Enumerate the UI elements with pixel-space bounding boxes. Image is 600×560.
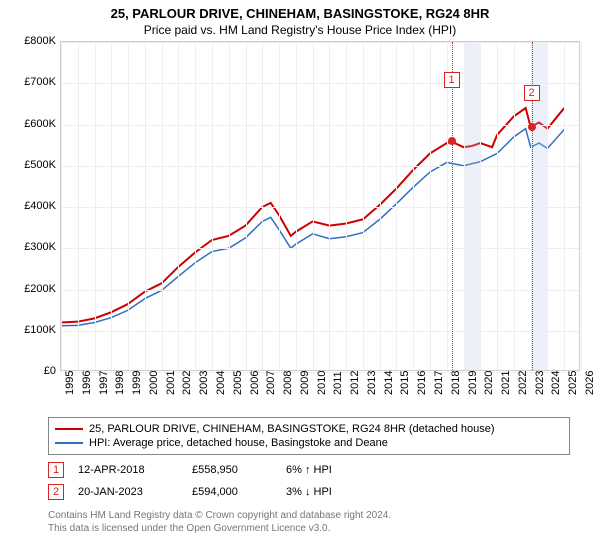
- marker-date: 12-APR-2018: [78, 464, 178, 476]
- legend-swatch: [55, 442, 83, 444]
- footer-line1: Contains HM Land Registry data © Crown c…: [48, 509, 570, 522]
- gridline-v: [296, 42, 297, 370]
- gridline-v: [430, 42, 431, 370]
- gridline-v: [329, 42, 330, 370]
- gridline-v: [246, 42, 247, 370]
- plot-region: 12: [60, 41, 580, 371]
- y-axis-label: £400K: [0, 200, 56, 212]
- gridline-h: [61, 42, 579, 43]
- marker-dot: [528, 123, 536, 131]
- gridline-v: [564, 42, 565, 370]
- y-axis-label: £100K: [0, 324, 56, 336]
- marker-pct: 6% ↑ HPI: [286, 464, 332, 476]
- gridline-v: [145, 42, 146, 370]
- marker-vline: [452, 42, 453, 370]
- gridline-v: [178, 42, 179, 370]
- gridline-v: [447, 42, 448, 370]
- footer-line2: This data is licensed under the Open Gov…: [48, 522, 570, 535]
- marker-pct: 3% ↓ HPI: [286, 486, 332, 498]
- gridline-v: [464, 42, 465, 370]
- gridline-v: [413, 42, 414, 370]
- gridline-v: [346, 42, 347, 370]
- gridline-v: [128, 42, 129, 370]
- gridline-v: [363, 42, 364, 370]
- gridline-v: [78, 42, 79, 370]
- gridline-v: [162, 42, 163, 370]
- gridline-h: [61, 290, 579, 291]
- gridline-v: [480, 42, 481, 370]
- y-axis-label: £200K: [0, 283, 56, 295]
- gridline-h: [61, 83, 579, 84]
- y-axis-label: £500K: [0, 159, 56, 171]
- gridline-v: [212, 42, 213, 370]
- gridline-v: [547, 42, 548, 370]
- marker-dot: [448, 137, 456, 145]
- y-axis-label: £0: [0, 365, 56, 377]
- marker-price: £594,000: [192, 486, 272, 498]
- legend-label: 25, PARLOUR DRIVE, CHINEHAM, BASINGSTOKE…: [89, 423, 495, 435]
- gridline-h: [61, 331, 579, 332]
- marker-id-box: 1: [444, 72, 460, 88]
- legend-box: 25, PARLOUR DRIVE, CHINEHAM, BASINGSTOKE…: [48, 417, 570, 455]
- gridline-v: [581, 42, 582, 370]
- marker-legend: 1 12-APR-2018 £558,950 6% ↑ HPI 2 20-JAN-2023…: [48, 459, 570, 503]
- marker-id: 2: [48, 484, 64, 500]
- gridline-h: [61, 125, 579, 126]
- gridline-v: [396, 42, 397, 370]
- legend-label: HPI: Average price, detached house, Basi…: [89, 437, 388, 449]
- x-axis-label: 2026: [584, 371, 600, 395]
- marker-id: 1: [48, 462, 64, 478]
- chart-subtitle: Price paid vs. HM Land Registry's House …: [0, 21, 600, 41]
- marker-date: 20-JAN-2023: [78, 486, 178, 498]
- legend-swatch: [55, 428, 83, 430]
- marker-price: £558,950: [192, 464, 272, 476]
- gridline-v: [313, 42, 314, 370]
- shaded-band: [464, 42, 481, 370]
- marker-legend-row: 1 12-APR-2018 £558,950 6% ↑ HPI: [48, 459, 570, 481]
- gridline-v: [229, 42, 230, 370]
- y-axis-label: £700K: [0, 76, 56, 88]
- chart-title: 25, PARLOUR DRIVE, CHINEHAM, BASINGSTOKE…: [0, 0, 600, 21]
- y-axis-label: £300K: [0, 241, 56, 253]
- gridline-v: [262, 42, 263, 370]
- chart-area: 12 £0£100K£200K£300K£400K£500K£600K£700K…: [40, 41, 600, 411]
- gridline-h: [61, 166, 579, 167]
- gridline-v: [380, 42, 381, 370]
- gridline-h: [61, 207, 579, 208]
- gridline-v: [61, 42, 62, 370]
- gridline-h: [61, 248, 579, 249]
- chart-container: 25, PARLOUR DRIVE, CHINEHAM, BASINGSTOKE…: [0, 0, 600, 560]
- gridline-v: [195, 42, 196, 370]
- y-axis-label: £800K: [0, 35, 56, 47]
- legend-item: 25, PARLOUR DRIVE, CHINEHAM, BASINGSTOKE…: [55, 422, 563, 436]
- gridline-v: [514, 42, 515, 370]
- marker-id-box: 2: [524, 85, 540, 101]
- marker-legend-row: 2 20-JAN-2023 £594,000 3% ↓ HPI: [48, 481, 570, 503]
- gridline-v: [279, 42, 280, 370]
- gridline-v: [111, 42, 112, 370]
- footer-attribution: Contains HM Land Registry data © Crown c…: [48, 509, 570, 535]
- y-axis-label: £600K: [0, 118, 56, 130]
- legend-item: HPI: Average price, detached house, Basi…: [55, 436, 563, 450]
- gridline-v: [497, 42, 498, 370]
- gridline-v: [95, 42, 96, 370]
